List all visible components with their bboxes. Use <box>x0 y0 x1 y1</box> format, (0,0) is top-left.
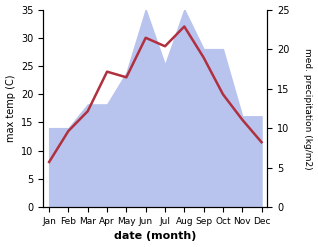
X-axis label: date (month): date (month) <box>114 231 197 242</box>
Y-axis label: med. precipitation (kg/m2): med. precipitation (kg/m2) <box>303 48 313 169</box>
Y-axis label: max temp (C): max temp (C) <box>5 75 16 142</box>
